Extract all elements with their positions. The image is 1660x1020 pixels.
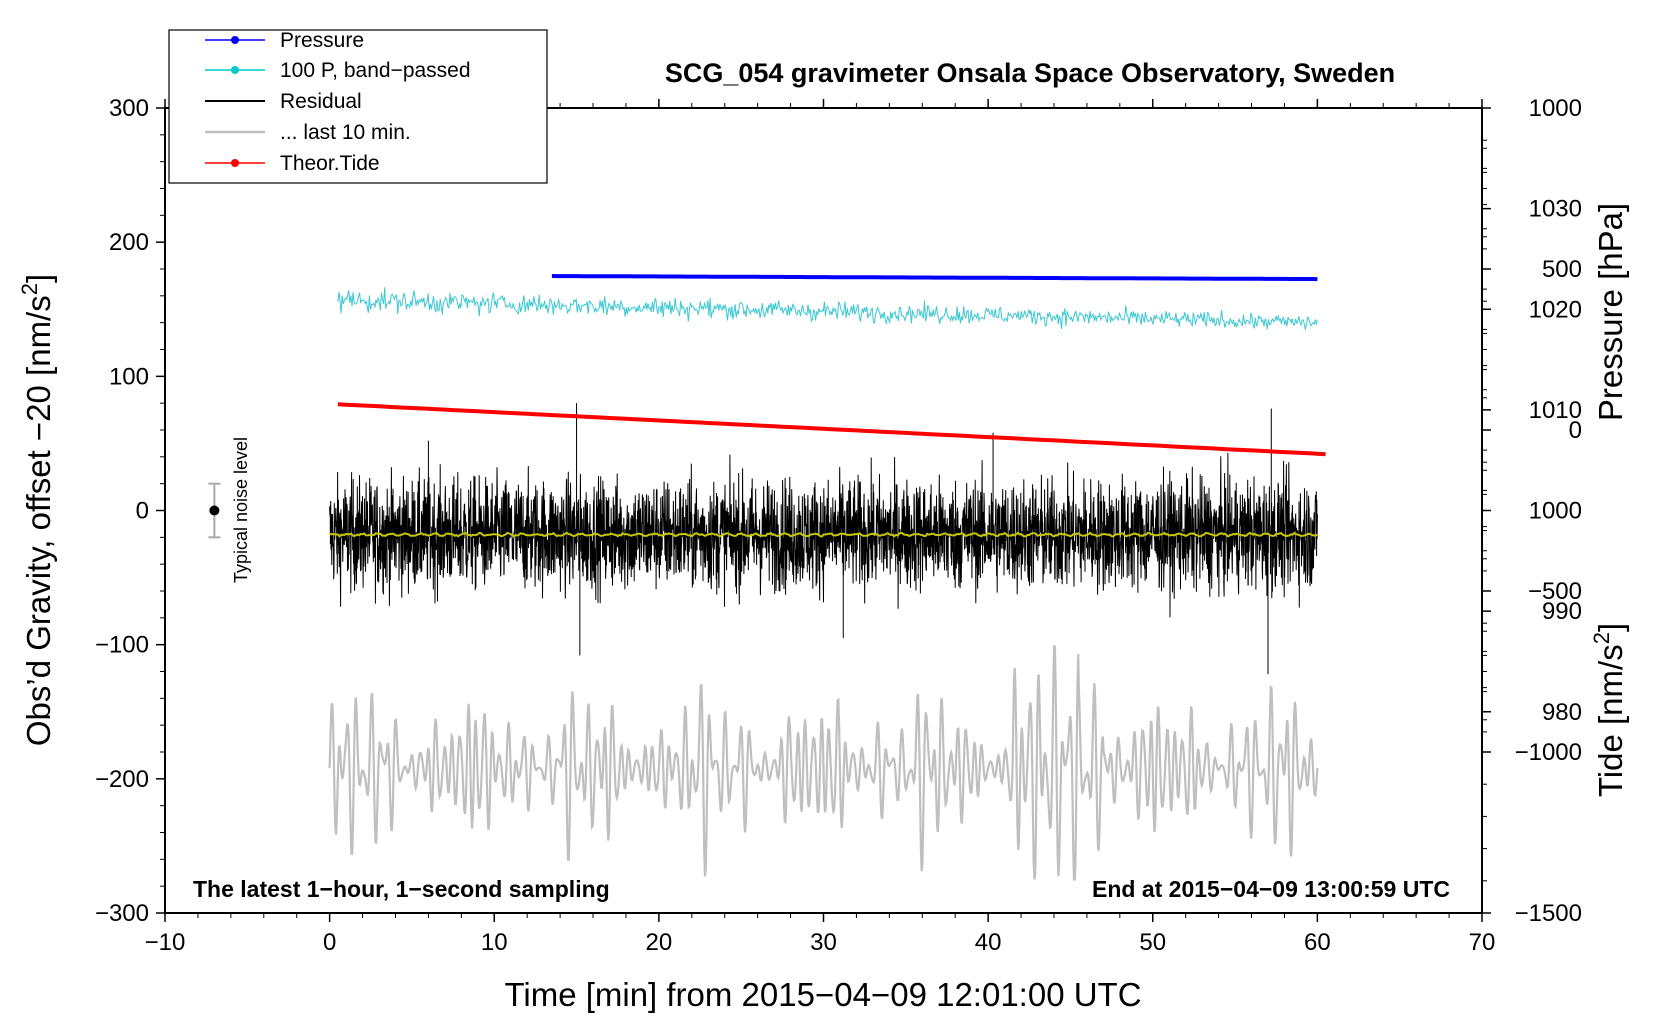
series-band-passed-line [337,287,1318,330]
y-axis-title-left-end: ] [20,274,57,283]
y-axis-title-tide: Tide [nm/s2] [1589,623,1629,797]
y-axis-title-pressure: Pressure [hPa] [1592,203,1629,421]
series-residual-smoothed-line [329,531,1318,538]
legend-item-residual: Residual [205,90,362,113]
legend-item-last-10-min: ... last 10 min. [205,121,411,144]
legend-marker-theor-tide [231,159,239,167]
y-tick-label: 300 [109,95,149,122]
pressure-tick-label: 1010 [1529,397,1582,424]
x-tick-label: 50 [1139,929,1166,956]
legend-box [168,29,548,184]
legend-item-band-passed: 100 P, band−passed [205,59,471,82]
tide-tick-label: 0 [1569,417,1582,444]
y-axis-title-tide-end: ] [1592,623,1629,632]
tick-layer: −10 0 10 20 30 40 50 60 703002001000−100−200−300… [95,95,1582,956]
x-tick-label: 10 [481,929,508,956]
pressure-tick-label: 980 [1542,699,1582,726]
x-tick-label: 20 [646,929,673,956]
x-tick-label: 0 [323,929,336,956]
annotation-latest-hour: The latest 1−hour, 1−second sampling [193,876,610,902]
legend-label-band-passed: 100 P, band−passed [280,59,471,82]
pressure-tick-label: 990 [1542,598,1582,625]
x-tick-label: −10 [145,929,186,956]
pressure-tick-label: 1020 [1529,296,1582,323]
legend: Pressure 100 P, band−passed Residual ...… [168,29,548,184]
pressure-tick-label: 1000 [1529,498,1582,525]
noise-bar-dot [209,505,220,516]
x-axis-title: Time [min] from 2015−04−09 12:01:00 UTC [504,976,1141,1013]
noise-level-label: Typical noise level [231,437,251,583]
series-theor-tide-line [337,402,1326,457]
y-tick-label: 200 [109,229,149,256]
x-tick-label: 70 [1469,929,1496,956]
legend-marker-band-passed [231,66,239,74]
y-tick-label: −300 [95,900,149,927]
x-tick-label: 30 [810,929,837,956]
y-axis-title-tide-sup: 2 [1589,632,1614,644]
noise-level-indicator [208,482,221,539]
legend-item-pressure: Pressure [205,29,364,52]
annotation-end-time: End at 2015−04−09 13:00:59 UTC [1092,876,1450,902]
series-pressure-line [551,274,1318,282]
legend-label-pressure: Pressure [280,29,364,52]
series-last-10-min-line [328,644,1319,881]
legend-marker-pressure [231,36,239,44]
tide-tick-label: −1500 [1515,900,1582,927]
x-tick-label: 40 [975,929,1002,956]
tide-tick-label: 500 [1542,256,1582,283]
pressure-tick-label: 1030 [1529,196,1582,223]
chart-title: SCG_054 gravimeter Onsala Space Observat… [665,58,1395,88]
tide-tick-label: −1000 [1515,739,1582,766]
legend-label-last-10-min: ... last 10 min. [280,121,411,144]
legend-item-theor-tide: Theor.Tide [205,152,380,175]
y-tick-label: 100 [109,363,149,390]
legend-label-theor-tide: Theor.Tide [280,152,380,175]
y-axis-title-left-sup: 2 [17,283,42,295]
tide-tick-label: −500 [1528,578,1582,605]
y-axis-title-left: Obs’d Gravity, offset −20 [nm/s2] [17,274,57,746]
y-axis-title-tide-main: Tide [nm/s [1592,644,1629,797]
y-tick-label: −100 [95,632,149,659]
tide-tick-label: 1000 [1529,95,1582,122]
x-tick-label: 60 [1304,929,1331,956]
y-tick-label: −200 [95,766,149,793]
y-axis-title-left-main: Obs’d Gravity, offset −20 [nm/s [20,295,57,746]
y-tick-label: 0 [136,498,149,525]
legend-label-residual: Residual [280,90,362,113]
series-layer [328,274,1326,881]
